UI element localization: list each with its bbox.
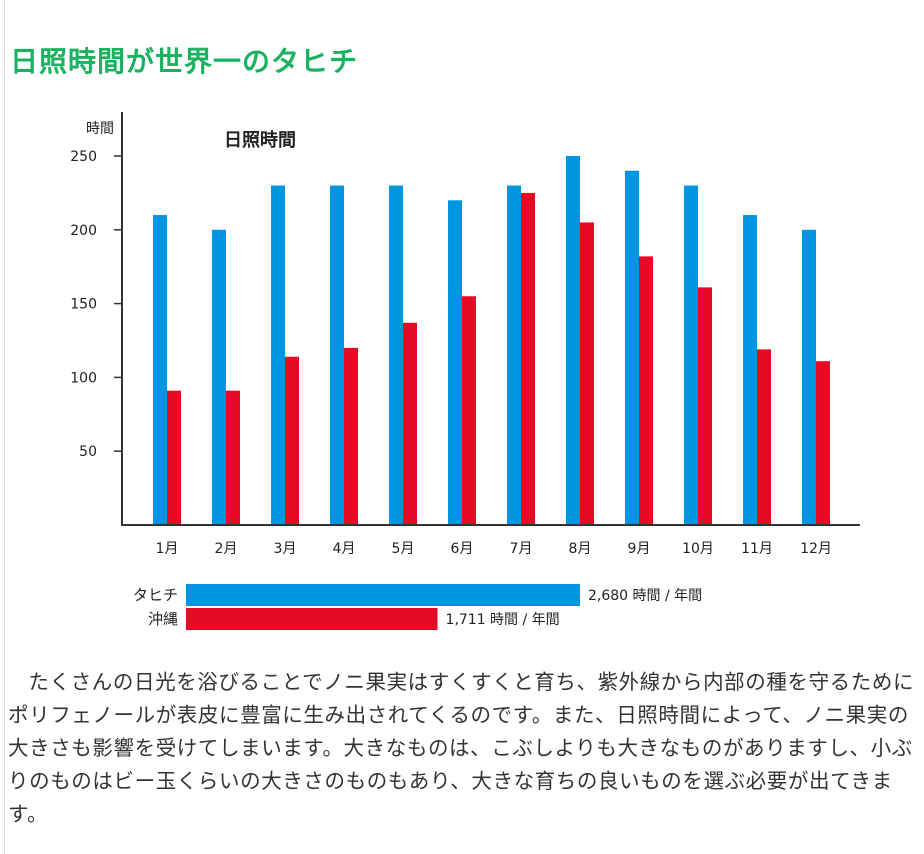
x-tick-label-3: 3月 — [274, 541, 297, 557]
bar-okinawa-9 — [639, 256, 653, 525]
bars — [153, 156, 830, 526]
bar-tahiti-11 — [743, 215, 757, 526]
bar-okinawa-5 — [403, 322, 417, 525]
bar-tahiti-3 — [271, 185, 285, 525]
x-tick-label-9: 9月 — [628, 541, 651, 557]
left-border-line — [4, 0, 5, 854]
bar-okinawa-11 — [757, 349, 771, 525]
chart-title: 日照時間 — [224, 130, 296, 151]
total-value-tahiti: 2,680 時間 / 年間 — [588, 588, 702, 604]
bar-okinawa-10 — [698, 287, 712, 525]
x-tick-label-6: 6月 — [451, 541, 474, 557]
total-value-okinawa: 1,711 時間 / 年間 — [446, 612, 560, 628]
bar-tahiti-10 — [684, 185, 698, 525]
bar-tahiti-9 — [625, 170, 639, 525]
x-tick-label-8: 8月 — [569, 541, 592, 557]
x-tick-label-1: 1月 — [156, 541, 179, 557]
body-paragraph: たくさんの日光を浴びることでノニ果実はすくすくと育ち、紫外線から内部の種を守るた… — [8, 670, 915, 826]
total-bar-tahiti — [186, 584, 580, 606]
bar-tahiti-1 — [153, 215, 167, 526]
bar-okinawa-12 — [816, 361, 830, 525]
x-axis-labels: 1月 2月 3月 4月 5月 6月 7月 8月 9月 10月 11月 12月 — [156, 541, 832, 557]
x-tick-label-10: 10月 — [682, 541, 714, 557]
x-tick-label-7: 7月 — [510, 541, 533, 557]
y-tick-label-200: 200 — [70, 223, 97, 239]
sunshine-chart: 日照時間 時間 50 100 150 200 250 1月 2月 3月 4月 5月 6月 7月 8月 9… — [70, 112, 860, 630]
bar-tahiti-4 — [330, 185, 344, 525]
bar-okinawa-3 — [285, 356, 299, 525]
bar-tahiti-7 — [507, 185, 521, 525]
bar-okinawa-4 — [344, 347, 358, 525]
bar-tahiti-6 — [448, 200, 462, 525]
total-bar-okinawa — [186, 608, 438, 630]
bar-okinawa-1 — [167, 390, 181, 525]
total-series-label-okinawa: 沖縄 — [148, 610, 178, 628]
x-tick-label-11: 11月 — [741, 541, 773, 557]
x-tick-label-5: 5月 — [392, 541, 415, 557]
page-heading: 日照時間が世界一のタヒチ — [10, 45, 359, 78]
total-series-label-tahiti: タヒチ — [133, 586, 178, 604]
bar-okinawa-7 — [521, 192, 535, 525]
y-axis-label: 時間 — [86, 121, 114, 137]
bar-tahiti-5 — [389, 185, 403, 525]
y-tick-label-50: 50 — [79, 444, 97, 460]
x-tick-label-12: 12月 — [800, 541, 832, 557]
x-tick-label-2: 2月 — [215, 541, 238, 557]
bar-okinawa-6 — [462, 296, 476, 525]
bar-tahiti-8 — [566, 156, 580, 525]
y-tick-label-150: 150 — [70, 297, 97, 313]
y-axis-ticks: 50 100 150 200 250 — [70, 149, 122, 460]
x-tick-label-4: 4月 — [333, 541, 356, 557]
bar-tahiti-2 — [212, 229, 226, 526]
bar-okinawa-2 — [226, 390, 240, 525]
y-tick-label-250: 250 — [70, 149, 97, 165]
y-tick-label-100: 100 — [70, 370, 97, 386]
bar-tahiti-12 — [802, 229, 816, 526]
bar-okinawa-8 — [580, 222, 594, 526]
